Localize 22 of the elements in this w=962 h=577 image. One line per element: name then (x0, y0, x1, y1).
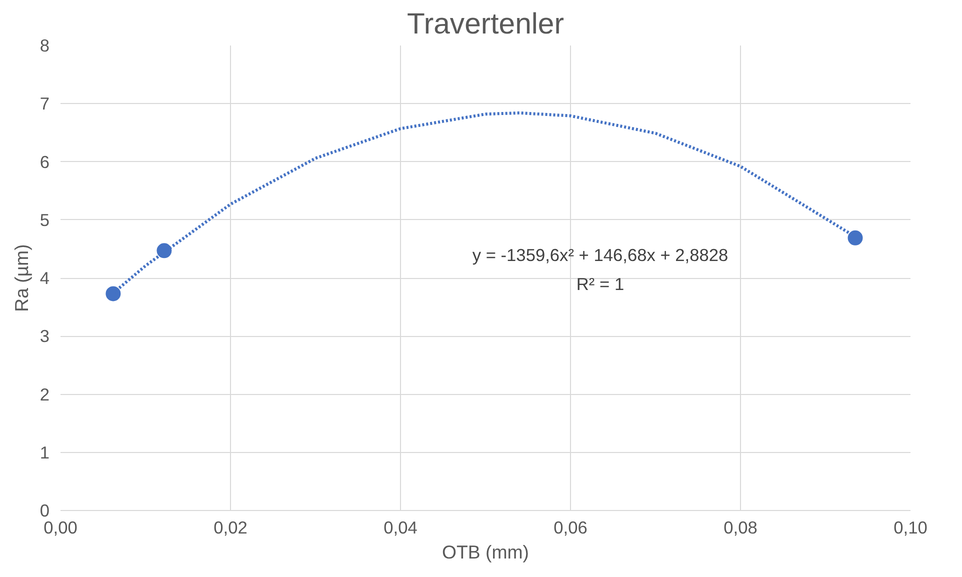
y-axis-title: Ra (µm) (10, 244, 32, 312)
x-tick-label: 0,08 (724, 518, 758, 538)
x-tick-label: 0,02 (214, 518, 248, 538)
y-tick-label: 7 (40, 94, 50, 114)
point (106, 286, 121, 302)
x-tick-label: 0,04 (384, 518, 418, 538)
x-tick-label: 0,00 (44, 518, 78, 538)
y-tick-label: 8 (40, 36, 50, 56)
x-tick-label: 0,10 (894, 518, 928, 538)
y-tick-label: 0 (40, 500, 50, 520)
y-tick-label: 2 (40, 384, 50, 404)
y-tick-label: 4 (40, 268, 50, 288)
annotation: y = -1359,6x² + 146,68x + 2,8828 (472, 244, 728, 265)
y-tick-label: 1 (40, 442, 50, 462)
annotation: R² = 1 (576, 274, 624, 294)
y-tick-label: 5 (40, 210, 50, 230)
x-axis-title: OTB (mm) (442, 542, 530, 562)
chart-title: Travertenler (406, 8, 564, 40)
x-tick-label: 0,06 (554, 518, 588, 538)
y-tick-label: 3 (40, 326, 50, 346)
point (848, 230, 863, 246)
y-tick-label: 6 (40, 152, 50, 172)
